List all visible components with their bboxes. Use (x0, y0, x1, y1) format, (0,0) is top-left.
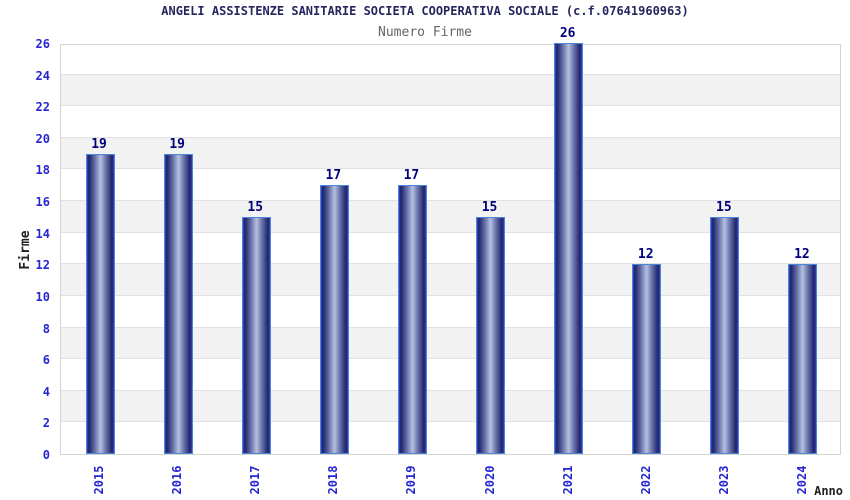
bar (397, 185, 427, 454)
bar (85, 153, 115, 454)
y-tick-label: 14 (35, 226, 50, 241)
y-tick-label: 20 (35, 131, 50, 146)
y-tick-label: 22 (35, 100, 50, 115)
y-tick-label: 6 (42, 353, 50, 368)
gridline (61, 168, 840, 170)
y-tick-label: 12 (35, 258, 50, 273)
y-axis-title: Firme (18, 230, 33, 270)
bar (163, 153, 193, 454)
bar-value-label: 12 (637, 247, 654, 263)
bar-value-label: 19 (169, 136, 185, 152)
bar (241, 216, 271, 454)
chart-title: ANGELI ASSISTENZE SANITARIE SOCIETA COOP… (161, 4, 689, 18)
bar (554, 43, 584, 454)
y-tick-label: 18 (35, 163, 50, 178)
bar (476, 216, 506, 454)
bar (710, 216, 740, 454)
bar-value-label: 15 (716, 199, 732, 215)
gridline (61, 294, 840, 296)
plot-area (60, 43, 841, 455)
bar-value-label: 17 (325, 168, 342, 184)
y-tick-label: 16 (35, 195, 50, 210)
gridline (61, 136, 840, 138)
bar-value-label: 26 (559, 26, 576, 41)
gridline (61, 263, 840, 265)
y-tick-label: 8 (42, 321, 50, 336)
y-tick-label: 10 (35, 289, 50, 304)
y-tick-label: 2 (42, 416, 50, 431)
gridline (61, 231, 840, 233)
gridline (61, 421, 840, 423)
bar (788, 264, 818, 454)
gridline (61, 105, 840, 107)
gridline (61, 200, 840, 202)
x-axis-title: Anno (814, 484, 843, 498)
plot-band (61, 74, 840, 107)
bar (632, 264, 662, 454)
chart-subtitle: Numero Firme (378, 25, 472, 40)
bar-value-label: 15 (247, 199, 264, 215)
gridline (61, 358, 840, 360)
bar-value-label: 15 (481, 199, 498, 215)
y-tick-label: 4 (42, 384, 50, 399)
y-tick-label: 0 (42, 448, 50, 462)
gridline (61, 389, 840, 391)
bar-value-label: 19 (91, 136, 107, 152)
gridline (61, 73, 840, 75)
y-tick-label: 24 (35, 68, 50, 83)
y-tick-label: 26 (35, 37, 50, 51)
bar (319, 185, 349, 454)
bar-value-label: 17 (403, 168, 420, 184)
gridline (61, 326, 840, 328)
bar-value-label: 12 (794, 247, 810, 263)
